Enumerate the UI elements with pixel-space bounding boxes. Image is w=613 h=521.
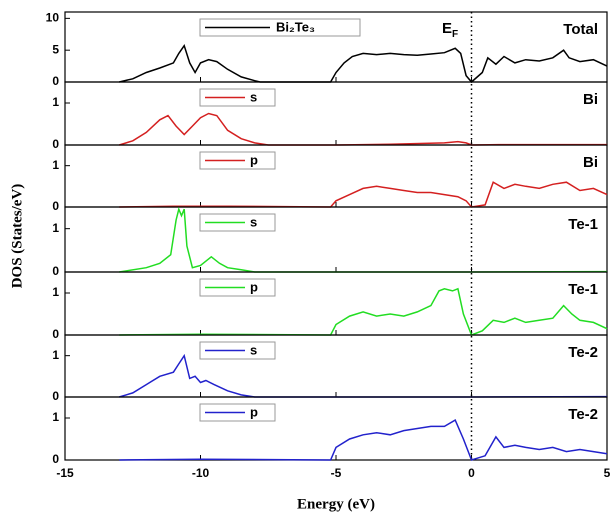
- dos-line: [119, 206, 608, 273]
- legend-label: Bi₂Te₃: [276, 19, 315, 34]
- legend-label: p: [250, 404, 258, 419]
- legend-box: [199, 18, 361, 37]
- y-tick-label: 0: [52, 137, 59, 151]
- panel-frame: [64, 81, 608, 146]
- fermi-annotation: EF: [442, 20, 458, 40]
- legend-label: p: [250, 152, 258, 167]
- x-tick-label: 5: [604, 466, 611, 480]
- x-tick-label: -10: [192, 466, 210, 480]
- y-axis-label: DOS (States/eV): [9, 184, 25, 289]
- panel-frame: [64, 206, 608, 273]
- dos-line: [118, 353, 608, 398]
- y-tick-label: 0: [52, 199, 59, 213]
- y-tick-label: 0: [52, 452, 59, 466]
- panel-frame: [64, 396, 608, 461]
- legend-label: s: [250, 89, 257, 104]
- x-axis-label: Energy (eV): [297, 496, 375, 512]
- y-tick-label: 0: [52, 264, 59, 278]
- y-tick-label: 1: [52, 348, 59, 362]
- panel-label: Te-1: [568, 281, 598, 298]
- panel-label: Bi: [583, 154, 598, 171]
- legend-label: s: [250, 214, 257, 229]
- y-tick-label: 1: [52, 158, 59, 172]
- dos-line: [119, 44, 608, 84]
- panel-label: Te-1: [568, 216, 598, 233]
- panel-label: Te-2: [568, 344, 598, 361]
- y-tick-label: 0: [52, 327, 59, 341]
- panel-frame: [64, 144, 608, 208]
- dos-line: [119, 419, 608, 461]
- x-tick-label: -5: [331, 466, 342, 480]
- panel-label: Bi: [583, 91, 598, 108]
- dos-line: [119, 181, 608, 208]
- x-tick-label: -15: [56, 466, 74, 480]
- y-tick-label: 0: [52, 389, 59, 403]
- panel-frame: [64, 334, 608, 398]
- dos-line: [119, 287, 608, 336]
- panel-label: Total: [563, 21, 598, 38]
- y-tick-label: 1: [52, 95, 59, 109]
- legend-label: p: [250, 279, 258, 294]
- panel-label: Te-2: [568, 406, 598, 423]
- y-tick-label: 1: [52, 221, 59, 235]
- y-tick-label: 1: [52, 410, 59, 424]
- y-tick-label: 5: [52, 42, 59, 56]
- dos-line: [118, 112, 607, 146]
- y-tick-label: 0: [52, 74, 59, 88]
- y-tick-label: 1: [52, 285, 59, 299]
- y-tick-label: 10: [46, 11, 60, 25]
- legend-label: s: [250, 342, 257, 357]
- x-tick-label: 0: [468, 466, 475, 480]
